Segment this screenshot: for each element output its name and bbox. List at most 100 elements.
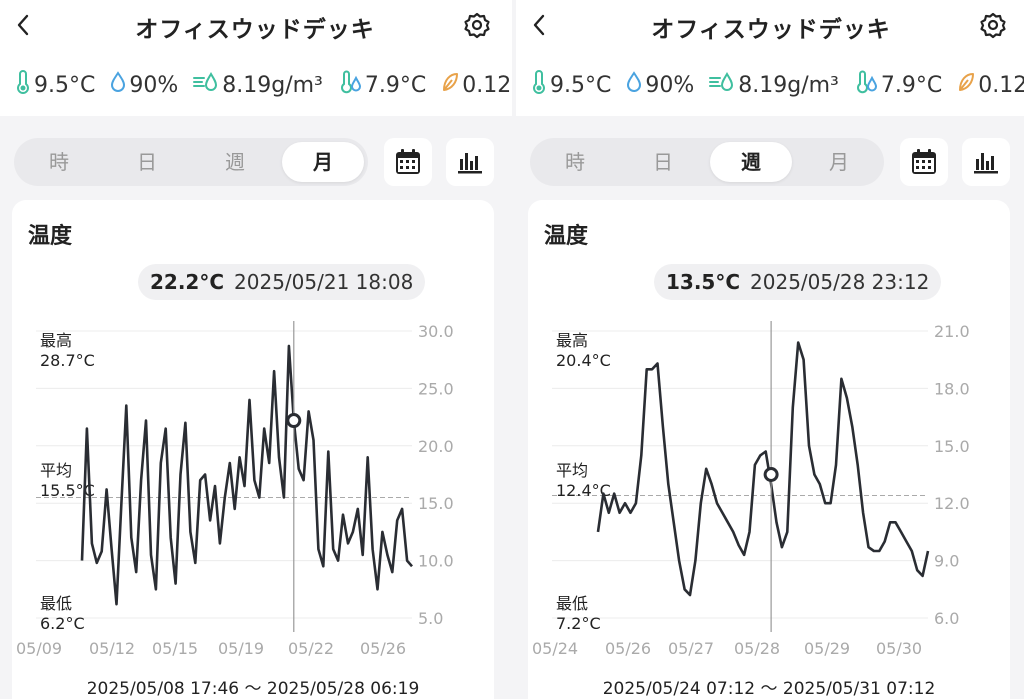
tab-week[interactable]: 週 — [225, 150, 245, 174]
metric-value: 9.5°C — [550, 72, 612, 98]
min-label: 最低 — [40, 594, 72, 613]
stats-button[interactable] — [962, 138, 1010, 186]
y-tick-label: 30.0 — [418, 322, 454, 341]
tooltip-time: 2025/05/21 18:08 — [234, 270, 414, 294]
period-tabs: 時日週月 — [14, 138, 368, 186]
metrics-bar: 9.5°C 90% 8.19g/m³ 7.9°C 0.12 — [530, 70, 1024, 104]
thermometer-icon — [530, 70, 550, 100]
dew-point-icon — [853, 70, 881, 100]
temperature-series-line — [596, 341, 930, 597]
panel-weekly: オフィスウッドデッキ 9.5°C 90% 8.19g/m³ 7.9°C 0.12 時 日 週 月温… — [516, 0, 1024, 699]
metric-value: 7.9°C — [364, 72, 427, 98]
max-value: 28.7°C — [40, 351, 95, 370]
x-tick-label: 05/26 — [360, 639, 406, 658]
y-tick-label: 12.0 — [934, 494, 970, 513]
x-tick-label: 05/28 — [734, 639, 780, 658]
tab-hour[interactable]: 時 — [49, 150, 69, 174]
metric-dew-point: 7.9°C — [337, 70, 426, 100]
x-tick-label: 05/15 — [152, 639, 198, 658]
page-title: オフィスウッドデッキ — [135, 17, 375, 43]
back-button[interactable] — [526, 10, 554, 40]
metric-humidity-drop: 90% — [625, 70, 694, 100]
tooltip-time: 2025/05/28 23:12 — [750, 270, 930, 294]
cursor-marker[interactable] — [286, 413, 302, 429]
temperature-series-line — [80, 344, 413, 606]
metric-value: 7.9°C — [880, 72, 943, 98]
x-tick-label: 05/09 — [16, 639, 62, 658]
y-tick-label: 15.0 — [418, 494, 454, 513]
date-range: 2025/05/08 17:46 〜 2025/05/28 06:19 — [86, 679, 420, 699]
min-value: 7.2°C — [556, 614, 601, 633]
y-tick-label: 5.0 — [418, 609, 443, 628]
x-tick-label: 05/19 — [218, 639, 264, 658]
metrics-bar: 9.5°C 90% 8.19g/m³ 7.9°C 0.12 — [14, 70, 512, 104]
x-tick-label: 05/12 — [89, 639, 135, 658]
metric-value: 0.12 — [978, 72, 1024, 98]
metric-humidity-drop: 90% — [109, 70, 178, 100]
leaf-icon — [440, 70, 462, 100]
avg-value: 12.4°C — [556, 481, 611, 500]
absolute-humidity-icon — [708, 70, 738, 100]
cursor-tooltip: 22.2°C 2025/05/21 18:08 — [138, 264, 426, 300]
metric-leaf: 0.12 — [440, 70, 511, 100]
temperature-card: 温度 13.5°C 2025/05/28 23:12 2025/05/24 07:12… — [528, 200, 1010, 699]
y-tick-label: 10.0 — [418, 552, 454, 571]
panel-monthly: オフィスウッドデッキ 9.5°C 90% 8.19g/m³ 7.9°C 0.12 時 日 週 月温… — [0, 0, 512, 699]
thermometer-icon — [14, 70, 34, 100]
avg-value: 15.5°C — [40, 481, 95, 500]
calendar-button[interactable] — [384, 138, 432, 186]
metric-thermometer: 9.5°C — [14, 70, 95, 100]
calendar-button[interactable] — [900, 138, 948, 186]
chevron-left-icon — [10, 14, 38, 44]
metric-thermometer: 9.5°C — [530, 70, 611, 100]
cursor-tooltip: 13.5°C 2025/05/28 23:12 — [654, 264, 942, 300]
card-title: 温度 — [28, 224, 73, 249]
gear-icon — [462, 12, 492, 44]
metric-dew-point: 7.9°C — [853, 70, 942, 100]
tooltip-value: 13.5°C — [666, 270, 741, 294]
metric-value: 8.19g/m³ — [738, 72, 839, 98]
y-tick-label: 21.0 — [934, 322, 970, 341]
tab-hour[interactable]: 時 — [565, 150, 585, 174]
header: オフィスウッドデッキ 9.5°C 90% 8.19g/m³ 7.9°C 0.12 — [516, 0, 1024, 116]
metric-value: 0.12 — [462, 72, 512, 98]
avg-label: 平均 — [556, 461, 588, 480]
metric-value: 8.19g/m³ — [222, 72, 323, 98]
tab-day[interactable]: 日 — [137, 150, 157, 174]
y-tick-label: 25.0 — [418, 379, 454, 398]
x-tick-label: 05/26 — [605, 639, 651, 658]
x-tick-label: 05/27 — [668, 639, 714, 658]
leaf-icon — [956, 70, 978, 100]
metric-absolute-humidity: 8.19g/m³ — [192, 70, 323, 100]
tab-month[interactable]: 月 — [829, 150, 849, 174]
metric-leaf: 0.12 — [956, 70, 1024, 100]
gear-icon — [978, 12, 1008, 44]
y-tick-label: 6.0 — [934, 609, 959, 628]
tab-week[interactable]: 週 — [710, 142, 792, 182]
tab-month[interactable]: 月 — [282, 142, 364, 182]
card-title: 温度 — [544, 224, 589, 249]
tab-day[interactable]: 日 — [653, 150, 673, 174]
back-button[interactable] — [10, 10, 38, 40]
humidity-drop-icon — [109, 70, 129, 100]
temperature-chart[interactable]: 21.0 18.0 15.0 12.0 9.0 6.0 05/24 05/26 05/27 05/… — [528, 200, 1010, 670]
metric-value: 90% — [645, 72, 695, 98]
metric-value: 9.5°C — [34, 72, 96, 98]
x-tick-label: 05/24 — [532, 639, 578, 658]
cursor-marker[interactable] — [763, 467, 779, 482]
metric-absolute-humidity: 8.19g/m³ — [708, 70, 839, 100]
settings-button[interactable] — [462, 10, 492, 40]
temperature-card: 温度 22.2°C 2025/05/21 18:08 2025/05/08 17:46… — [12, 200, 494, 699]
min-value: 6.2°C — [40, 614, 85, 633]
header: オフィスウッドデッキ 9.5°C 90% 8.19g/m³ 7.9°C 0.12 — [0, 0, 512, 116]
page-title: オフィスウッドデッキ — [651, 17, 891, 43]
settings-button[interactable] — [978, 10, 1008, 40]
x-tick-label: 05/29 — [804, 639, 850, 658]
x-tick-label: 05/30 — [876, 639, 922, 658]
bar-chart-icon — [971, 147, 1001, 181]
stats-button[interactable] — [446, 138, 494, 186]
humidity-drop-icon — [625, 70, 645, 100]
temperature-chart[interactable]: 30.0 25.0 20.0 15.0 10.0 5.0 05/09 05/12 05/15 05… — [12, 200, 494, 670]
y-tick-label: 20.0 — [418, 437, 454, 456]
y-tick-label: 15.0 — [934, 437, 970, 456]
